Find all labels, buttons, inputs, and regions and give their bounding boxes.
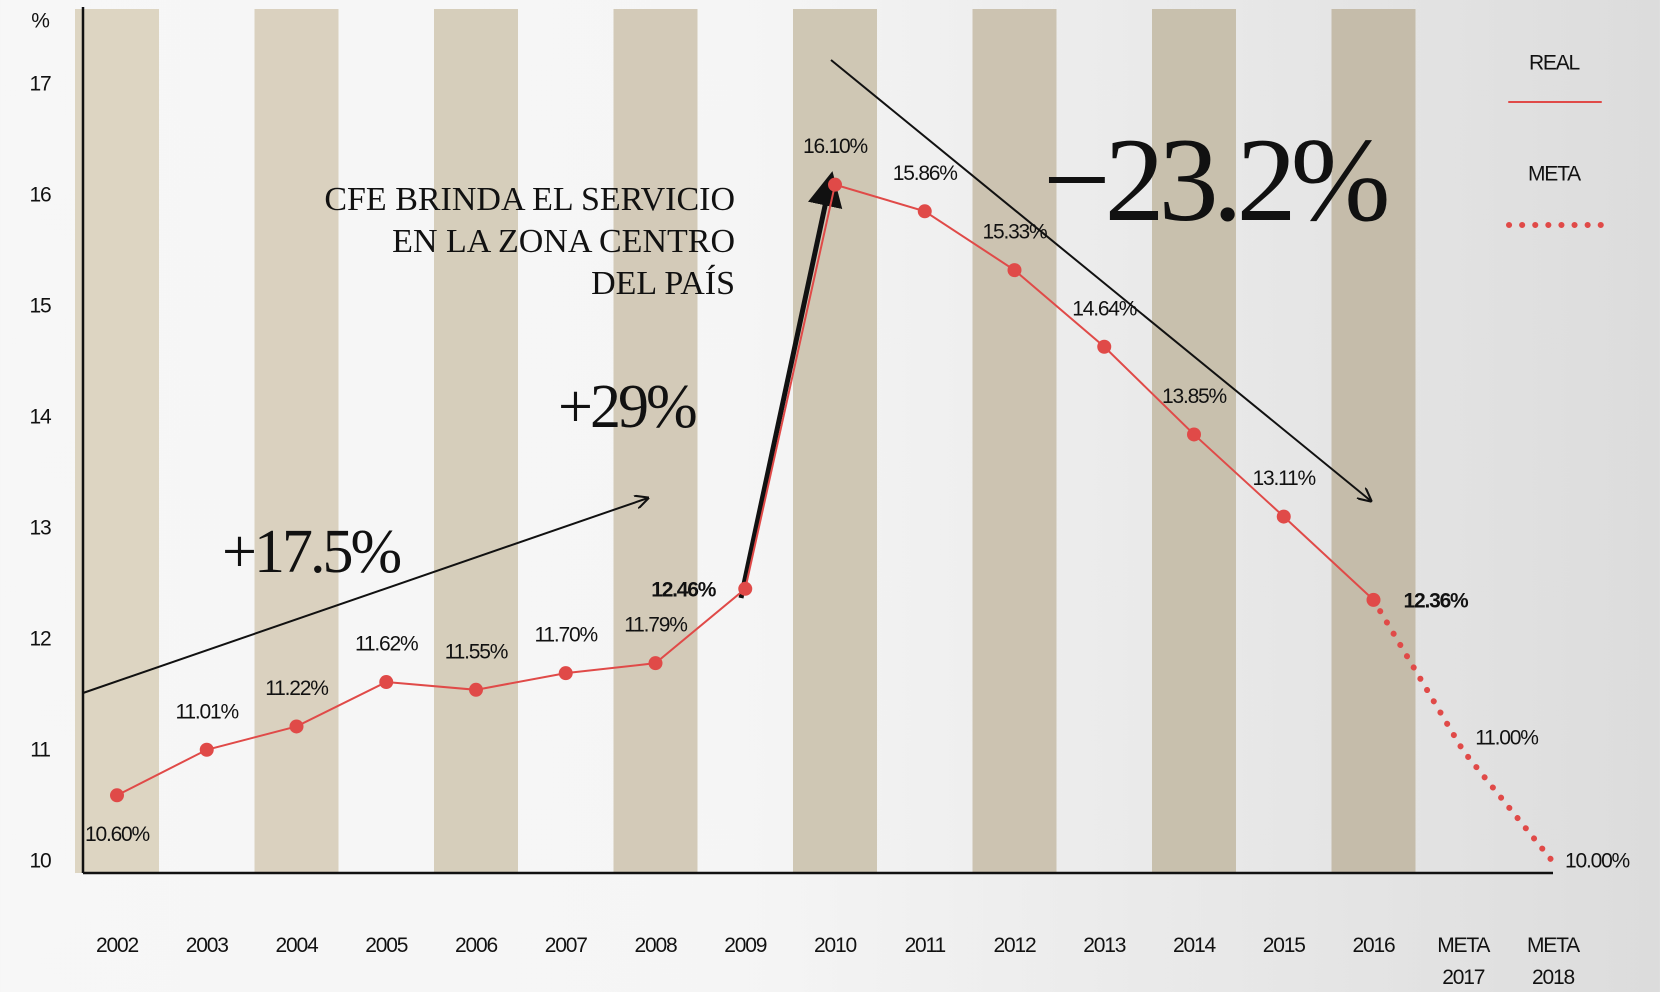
data-label: 12.36% xyxy=(1404,589,1470,612)
legend-label: REAL xyxy=(1529,52,1580,75)
point xyxy=(917,204,932,219)
point xyxy=(648,656,663,671)
data-label: 11.00% xyxy=(1475,726,1538,749)
data-label: 16.10% xyxy=(803,135,868,158)
x-tick-label: 2014 xyxy=(1173,934,1216,957)
band xyxy=(254,9,339,873)
annotation: +29% xyxy=(558,373,696,441)
point xyxy=(289,719,304,734)
x-tick-label: 2016 xyxy=(1352,934,1396,957)
x-tick-label: 2009 xyxy=(724,934,767,957)
x-tick-label: 2010 xyxy=(814,934,857,957)
band xyxy=(434,9,518,873)
y-tick-label: 17 xyxy=(30,72,51,95)
y-axis-label: % xyxy=(31,10,49,33)
y-tick-label: 14 xyxy=(30,405,52,428)
data-label: 13.11% xyxy=(1253,467,1316,490)
x-tick-label: 2003 xyxy=(185,934,229,957)
point xyxy=(828,177,842,192)
point xyxy=(1187,427,1201,442)
y-tick-label: 13 xyxy=(30,516,51,539)
point xyxy=(738,581,753,596)
data-label: 14.64% xyxy=(1072,297,1137,320)
band xyxy=(1331,9,1416,873)
data-label: 10.60% xyxy=(85,823,150,846)
x-tick-label: 2013 xyxy=(1083,934,1126,957)
data-label: 11.55% xyxy=(445,640,508,663)
band xyxy=(75,9,159,873)
y-tick-label: 15 xyxy=(30,294,51,317)
legend-label: META xyxy=(1528,163,1581,186)
annotation: EN LA ZONA CENTRO xyxy=(392,223,735,260)
band xyxy=(793,9,877,873)
annotation: DEL PAÍS xyxy=(591,265,735,302)
x-tick-label: META 2017 xyxy=(1437,934,1490,989)
arrow xyxy=(738,171,843,599)
point xyxy=(1097,339,1112,354)
point xyxy=(199,742,214,757)
band xyxy=(972,9,1057,873)
point xyxy=(1007,263,1022,278)
x-tick-label: 2015 xyxy=(1262,934,1306,957)
y-tick-label: 16 xyxy=(30,183,51,206)
data-label: 15.86% xyxy=(893,162,958,185)
data-label: 11.79% xyxy=(624,614,687,637)
point xyxy=(1276,509,1291,524)
point xyxy=(558,666,573,681)
data-label: 11.62% xyxy=(355,633,418,656)
data-label: 11.70% xyxy=(535,624,598,647)
data-label: 13.85% xyxy=(1162,385,1227,408)
x-tick-label: META 2018 xyxy=(1527,934,1580,989)
x-tick-label: 2007 xyxy=(544,934,588,957)
data-label: 15.33% xyxy=(982,221,1047,244)
data-label: 10.00% xyxy=(1565,849,1630,872)
arrow xyxy=(82,498,648,694)
y-tick-label: 12 xyxy=(30,627,51,650)
arrow xyxy=(830,59,1371,501)
point xyxy=(469,682,483,697)
point xyxy=(110,788,124,803)
data-label: 11.22% xyxy=(265,677,328,700)
data-label: 11.01% xyxy=(176,700,239,723)
annotation: +17.5% xyxy=(222,518,400,586)
annotation: CFE BRINDA EL SERVICIO xyxy=(324,181,735,218)
x-tick-label: 2011 xyxy=(904,934,947,957)
x-tick-label: 2012 xyxy=(993,934,1037,957)
band xyxy=(613,9,698,873)
data-label: 12.46% xyxy=(651,578,717,601)
point xyxy=(379,675,394,690)
y-tick-label: 10 xyxy=(30,849,51,872)
x-tick-label: 2004 xyxy=(275,934,319,957)
x-tick-label: 2006 xyxy=(455,934,498,957)
annotation: −23.2% xyxy=(1043,113,1387,246)
x-tick-label: 2002 xyxy=(96,934,139,957)
x-tick-label: 2005 xyxy=(365,934,408,957)
y-tick-label: 11 xyxy=(30,738,50,761)
x-tick-label: 2008 xyxy=(634,934,678,957)
